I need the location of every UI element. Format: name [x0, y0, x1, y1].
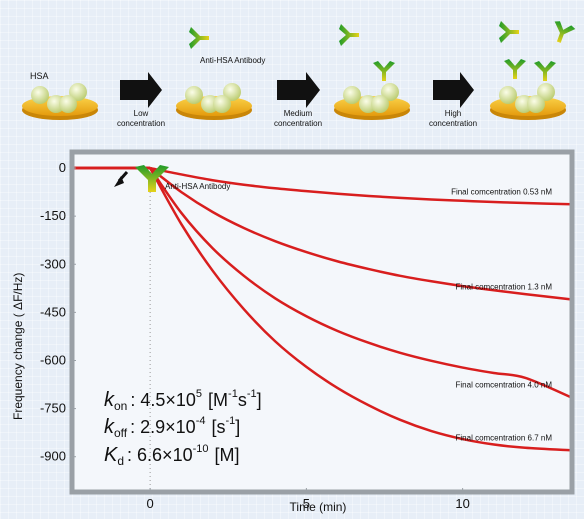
chart-frame: [69, 149, 575, 495]
step-label-low: Low: [134, 109, 149, 118]
series-label: Final comcentration 4.0 nM: [456, 381, 553, 390]
binding-diagram: HSA Anti-HSA Antibody Low concentration …: [22, 21, 576, 128]
y-axis-label: Frequency change ( ΔF/Hz): [11, 273, 25, 420]
y-tick-label: -750: [40, 401, 66, 416]
series-line: [149, 167, 573, 399]
y-tick-label: -600: [40, 352, 66, 367]
series-label: Final comcentration 1.3 nM: [456, 283, 553, 292]
y-tick-label: 0: [59, 160, 66, 175]
y-tick-label: -150: [40, 208, 66, 223]
hsa-protein-icon: [527, 95, 545, 113]
step-label-high: High: [445, 109, 461, 118]
hsa-protein-icon: [537, 83, 555, 101]
sensor-chip: [334, 24, 410, 120]
arrow-icon: [120, 72, 162, 108]
hsa-protein-icon: [69, 83, 87, 101]
series-line: [149, 166, 573, 206]
kinetic-constant: Kd: 6.6×10-10 [M]: [104, 443, 240, 468]
series-line: [149, 167, 573, 301]
arrow-icon: [114, 171, 129, 187]
antibody-label: Anti-HSA Antibody: [200, 56, 265, 65]
antibody-icon: [499, 21, 519, 43]
antibody-icon: [534, 61, 556, 81]
hsa-protein-icon: [371, 95, 389, 113]
series-label: Final comcentration 6.7 nM: [456, 433, 553, 442]
kinetic-constants: kon: 4.5×105 [M-1s-1]koff: 2.9×10-4 [s-1] K…: [104, 388, 262, 468]
hsa-protein-icon: [223, 83, 241, 101]
x-tick-label: 0: [147, 496, 154, 511]
chart-background: [72, 152, 572, 492]
antibody-icon: [554, 21, 576, 43]
step-label-high-2: concentration: [429, 119, 477, 128]
arrow-icon: [433, 72, 474, 108]
sensor-chip: [490, 21, 576, 120]
antibody-icon: [373, 61, 395, 81]
hsa-protein-icon: [343, 86, 361, 104]
kinetic-constant: kon: 4.5×105 [M-1s-1]: [104, 388, 262, 413]
hsa-protein-icon: [59, 95, 77, 113]
antibody-icon: [189, 27, 209, 49]
x-axis-label: Time (min): [290, 500, 347, 514]
step-label-low-2: concentration: [117, 119, 165, 128]
step-label-medium: Medium: [284, 109, 313, 118]
y-tick-label: -300: [40, 256, 66, 271]
hsa-protein-icon: [31, 86, 49, 104]
series-label: Final comcentration 0.53 nM: [451, 187, 552, 196]
x-tick-label: 10: [455, 496, 469, 511]
hsa-protein-icon: [499, 86, 517, 104]
x-tick-label: 5: [303, 496, 310, 511]
antibody-icon: [135, 165, 169, 192]
y-tick-label: -900: [40, 449, 66, 464]
hsa-protein-icon: [185, 86, 203, 104]
step-label-medium-2: concentration: [274, 119, 322, 128]
hsa-protein-icon: [381, 83, 399, 101]
y-tick-label: -450: [40, 304, 66, 319]
injection-label: Anti-HSA Antibody: [165, 182, 230, 191]
sensor-chip: [22, 83, 98, 120]
series-line: [149, 167, 573, 452]
hsa-label: HSA: [30, 71, 49, 81]
antibody-icon: [504, 59, 526, 79]
kinetic-constant: koff: 2.9×10-4 [s-1]: [104, 415, 240, 440]
arrow-icon: [277, 72, 320, 108]
hsa-protein-icon: [213, 95, 231, 113]
antibody-icon: [339, 24, 359, 46]
injection-marker: Anti-HSA Antibody: [114, 165, 230, 192]
sensor-chip: [176, 27, 252, 120]
